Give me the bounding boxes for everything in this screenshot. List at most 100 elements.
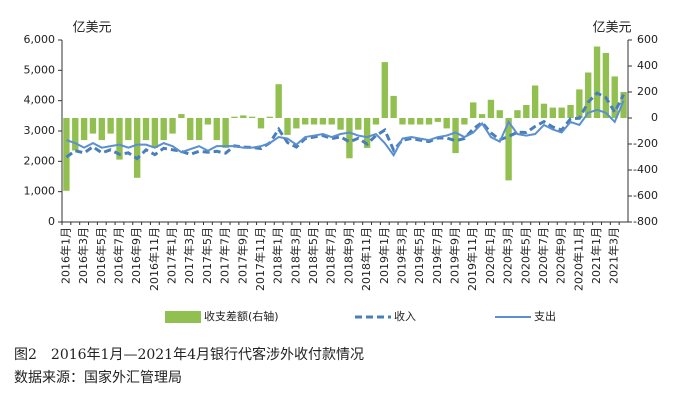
x-tick-label: 2020年3月 [501,227,515,284]
bar [443,118,450,129]
bar [266,116,274,118]
bar [89,118,97,134]
bar [461,118,468,125]
bar [399,118,406,125]
x-tick-label: 2016年11月 [147,227,161,291]
bar [523,105,530,118]
x-tick-label: 2017年9月 [235,227,249,284]
x-tick-label: 2019年1月 [377,227,391,284]
x-tick-label: 2021年3月 [607,227,621,284]
bar [248,116,256,118]
y2-tick-label: 0 [651,111,658,124]
legend-label: 收入 [394,309,416,323]
x-tick-label: 2018年5月 [306,227,320,284]
bar [337,118,344,130]
x-tick-label: 2019年5月 [412,227,426,284]
legend-label: 支出 [534,309,556,323]
y2-axis-label: 亿美元 [592,21,631,36]
bar [496,110,503,118]
bar [151,118,159,148]
bar [505,118,512,181]
bar [169,118,176,134]
x-tick-label: 2016年3月 [76,227,90,284]
bar [372,118,380,125]
y2-tick-label: -600 [633,189,658,202]
x-tick-label: 2016年1月 [58,227,72,284]
bar [381,62,388,118]
x-tick-label: 2017年5月 [200,227,214,284]
y-tick-label: 5,000 [24,63,56,76]
bar [328,118,335,125]
x-tick-label: 2020年11月 [571,227,585,291]
bar [549,107,557,118]
bar [160,118,167,141]
bar [408,118,415,125]
x-tick-label: 2017年7月 [218,227,232,284]
bar [487,99,495,118]
bar [478,114,486,118]
x-tick-label: 2018年3月 [288,227,302,284]
bar [72,118,79,151]
x-tick-label: 2016年7月 [111,227,125,284]
bar [142,118,150,141]
line [65,91,625,161]
x-tick-label: 2021年1月 [589,227,603,284]
bar [63,118,70,191]
y-tick-label: 0 [48,215,55,228]
y-tick-label: 6,000 [24,33,56,46]
y2-tick-label: -800 [633,215,658,228]
y-tick-label: 3,000 [24,124,56,137]
bar [125,118,132,141]
y2-tick-label: -400 [633,163,658,176]
line [66,100,625,158]
x-tick-label: 2020年9月 [554,227,568,284]
bar [531,85,539,118]
legend-label: 收支差额(右轴) [204,309,279,323]
y2-tick-label: 200 [637,85,658,98]
bar [222,118,229,148]
bar [390,95,397,118]
bar [116,118,123,160]
bar [514,110,521,118]
x-tick-label: 2019年3月 [394,227,408,284]
bar [558,107,565,118]
y2-tick-label: 400 [637,59,658,72]
bar [302,118,309,125]
x-tick-label: 2018年7月 [324,227,338,284]
x-tick-label: 2018年1月 [271,227,285,284]
y-tick-label: 1,000 [24,185,56,198]
bar [275,84,282,118]
bar [293,118,300,129]
bar [416,118,424,125]
bar [355,118,362,130]
bar [620,92,627,118]
bar [434,118,442,122]
x-tick-label: 2017年3月 [182,227,196,284]
x-tick-label: 2019年7月 [430,227,444,284]
bar [195,118,203,141]
caption: 图2 2016年1月—2021年4月银行代客涉外收付款情况 [14,346,364,363]
bar [576,89,583,118]
bar [452,118,459,154]
y2-tick-label: -200 [633,137,658,150]
x-tick-label: 2016年9月 [129,227,143,284]
x-tick-label: 2019年9月 [448,227,462,284]
y-axis-label: 亿美元 [72,21,111,36]
bar [257,118,265,129]
x-tick-label: 2018年9月 [341,227,355,284]
x-tick-label: 2019年11月 [465,227,479,291]
bar [240,115,247,118]
bar [310,118,318,125]
bar [425,118,433,125]
bar [204,118,212,125]
bar [540,103,548,118]
x-tick-label: 2016年5月 [94,227,108,284]
legend-swatch [165,311,201,323]
bar [602,53,610,118]
bar [187,118,194,141]
x-tick-label: 2020年7月 [536,227,550,284]
bar [363,118,371,148]
bar [346,118,353,159]
x-tick-label: 2017年11月 [253,227,267,291]
